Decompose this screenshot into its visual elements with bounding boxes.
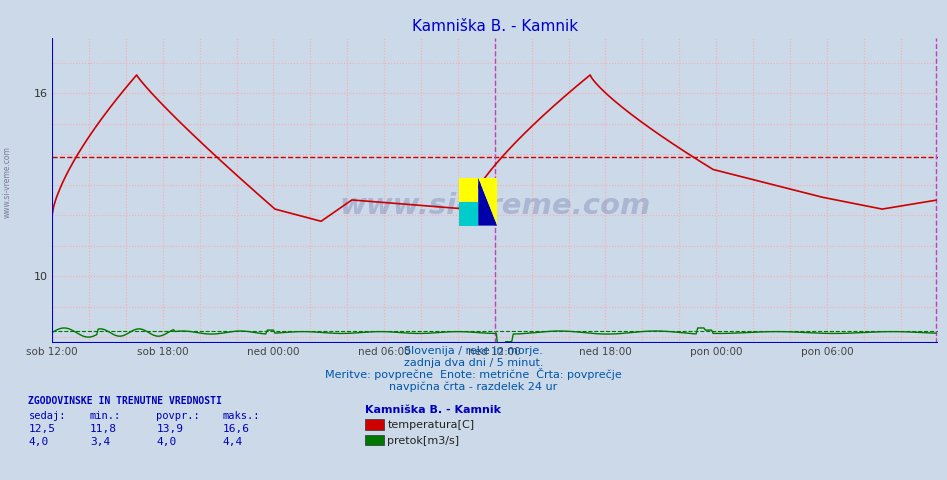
Polygon shape — [478, 178, 497, 226]
Text: 12,5: 12,5 — [28, 424, 56, 434]
Text: ZGODOVINSKE IN TRENUTNE VREDNOSTI: ZGODOVINSKE IN TRENUTNE VREDNOSTI — [28, 396, 223, 406]
Text: 4,0: 4,0 — [156, 437, 176, 447]
Text: temperatura[C]: temperatura[C] — [387, 420, 474, 430]
Text: 3,4: 3,4 — [90, 437, 110, 447]
Text: Slovenija / reke in morje.: Slovenija / reke in morje. — [404, 346, 543, 356]
Text: 4,4: 4,4 — [223, 437, 242, 447]
Text: min.:: min.: — [90, 410, 121, 420]
Text: sedaj:: sedaj: — [28, 410, 66, 420]
Bar — [459, 202, 478, 226]
Text: 4,0: 4,0 — [28, 437, 48, 447]
Text: 13,9: 13,9 — [156, 424, 184, 434]
Text: 16,6: 16,6 — [223, 424, 250, 434]
Text: Meritve: povprečne  Enote: metrične  Črta: povprečje: Meritve: povprečne Enote: metrične Črta:… — [325, 368, 622, 380]
Text: maks.:: maks.: — [223, 410, 260, 420]
Polygon shape — [478, 178, 497, 226]
Text: Kamniška B. - Kamnik: Kamniška B. - Kamnik — [365, 405, 501, 415]
Text: 11,8: 11,8 — [90, 424, 117, 434]
Text: navpična črta - razdelek 24 ur: navpična črta - razdelek 24 ur — [389, 381, 558, 392]
Bar — [459, 178, 478, 202]
Text: pretok[m3/s]: pretok[m3/s] — [387, 435, 459, 445]
Text: www.si-vreme.com: www.si-vreme.com — [339, 192, 651, 220]
Text: povpr.:: povpr.: — [156, 410, 200, 420]
Title: Kamniška B. - Kamnik: Kamniška B. - Kamnik — [412, 20, 578, 35]
Text: zadnja dva dni / 5 minut.: zadnja dva dni / 5 minut. — [403, 358, 544, 368]
Text: www.si-vreme.com: www.si-vreme.com — [3, 146, 12, 218]
